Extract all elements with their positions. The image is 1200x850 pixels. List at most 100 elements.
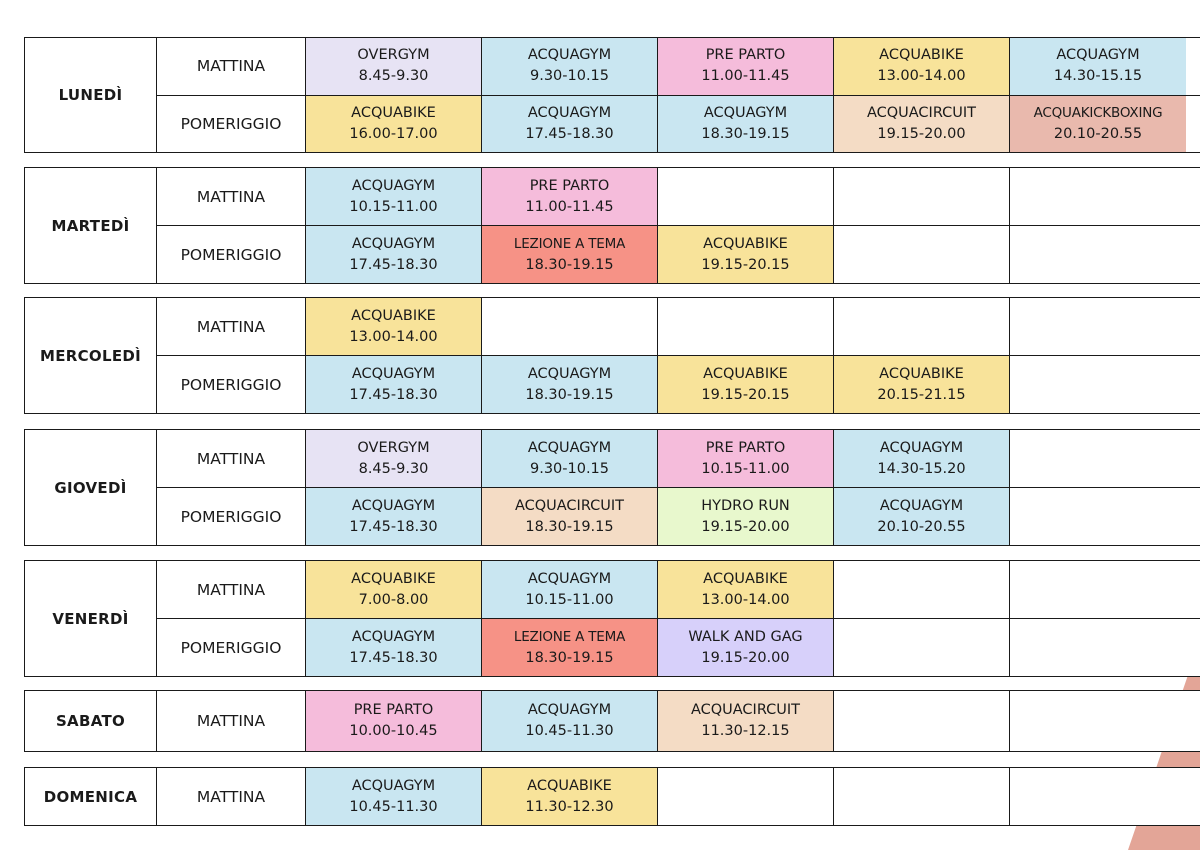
class-time: 20.15-21.15 — [877, 386, 966, 403]
class-slot: ACQUAGYM 9.30-10.15 — [482, 430, 658, 487]
class-time: 18.30-19.15 — [525, 386, 614, 403]
class-name: ACQUAGYM — [351, 497, 436, 514]
class-name: ACQUAGYM — [351, 177, 436, 194]
class-slot: ACQUABIKE 19.15-20.15 — [658, 226, 834, 283]
schedule-row: POMERIGGIO ACQUAGYM 17.45-18.30 ACQUACIRCUI… — [157, 487, 1200, 545]
class-slot: ACQUACIRCUIT 19.15-20.00 — [834, 95, 1010, 152]
class-name: ACQUAGYM — [527, 439, 612, 456]
class-time: 13.00-14.00 — [349, 328, 438, 345]
class-time: 10.00-10.45 — [349, 723, 438, 739]
empty-slot — [1010, 691, 1186, 751]
class-slot: ACQUAGYM 10.45-11.30 — [482, 691, 658, 751]
class-name: WALK AND GAG — [688, 628, 803, 645]
class-slot: LEZIONE A TEMA 18.30-19.15 — [482, 226, 658, 283]
class-name: ACQUAGYM — [879, 497, 964, 514]
day-block-giovedi: GIOVEDÌ MATTINA OVERGYM 8.45-9.30 ACQUAGYM 9.… — [24, 429, 1200, 546]
class-time: 10.15-11.00 — [525, 591, 614, 608]
class-slot: ACQUAGYM 14.30-15.20 — [834, 430, 1010, 487]
empty-slot — [834, 619, 1010, 676]
class-time: 19.15-20.15 — [701, 256, 790, 273]
empty-slot — [834, 226, 1010, 283]
class-time: 18.30-19.15 — [701, 125, 790, 142]
class-slot: ACQUAGYM 17.45-18.30 — [306, 619, 482, 676]
period-label: MATTINA — [157, 768, 306, 825]
empty-slot — [1010, 168, 1186, 225]
day-block-sabato: SABATO MATTINA PRE PARTO 10.00-10.45 ACQUAGY… — [24, 690, 1200, 752]
day-name: VENERDÌ — [25, 561, 157, 676]
period-label: POMERIGGIO — [157, 488, 306, 545]
class-slot: ACQUAGYM 9.30-10.15 — [482, 38, 658, 95]
empty-slot — [1010, 619, 1186, 676]
empty-slot — [1010, 561, 1186, 618]
class-name: ACQUABIKE — [879, 47, 964, 64]
class-time: 9.30-10.15 — [529, 68, 610, 85]
day-block-mercoledi: MERCOLEDÌ MATTINA ACQUABIKE 13.00-14.00 POME… — [24, 297, 1200, 414]
empty-slot — [834, 168, 1010, 225]
period-label: MATTINA — [157, 430, 306, 487]
class-name: PRE PARTO — [705, 47, 786, 64]
empty-slot — [658, 768, 834, 825]
period-label: MATTINA — [157, 561, 306, 618]
class-time: 16.00-17.00 — [349, 125, 438, 142]
day-block-lunedi: LUNEDÌ MATTINA OVERGYM 8.45-9.30 ACQUAGYM 9.3… — [24, 37, 1200, 153]
empty-slot — [1010, 298, 1186, 355]
day-name: LUNEDÌ — [25, 38, 157, 152]
class-slot: ACQUACIRCUIT 11.30-12.15 — [658, 691, 834, 751]
class-name: ACQUAGYM — [527, 570, 612, 587]
class-time: 17.45-18.30 — [349, 649, 438, 666]
empty-slot — [1010, 356, 1186, 413]
schedule-row: MATTINA ACQUAGYM 10.15-11.00 PRE PARTO 11.00… — [157, 168, 1200, 225]
class-slot: ACQUAGYM 18.30-19.15 — [482, 356, 658, 413]
class-slot: ACQUAGYM 17.45-18.30 — [306, 356, 482, 413]
class-slot: PRE PARTO 10.00-10.45 — [306, 691, 482, 751]
period-label: MATTINA — [157, 168, 306, 225]
class-name: ACQUABIKE — [703, 365, 788, 382]
class-time: 17.45-18.30 — [349, 518, 438, 535]
day-name: MERCOLEDÌ — [25, 298, 157, 413]
class-slot: ACQUABIKE 13.00-14.00 — [834, 38, 1010, 95]
day-name: GIOVEDÌ — [25, 430, 157, 545]
class-time: 18.30-19.15 — [525, 256, 614, 273]
schedule-row: MATTINA ACQUAGYM 10.45-11.30 ACQUABIKE 11.30… — [157, 768, 1200, 825]
empty-slot — [834, 691, 1010, 751]
class-name: ACQUAGYM — [527, 365, 612, 382]
class-name: OVERGYM — [357, 439, 430, 456]
period-label: POMERIGGIO — [157, 356, 306, 413]
class-slot: OVERGYM 8.45-9.30 — [306, 430, 482, 487]
class-slot: PRE PARTO 10.15-11.00 — [658, 430, 834, 487]
period-label: MATTINA — [157, 298, 306, 355]
class-slot: HYDRO RUN 19.15-20.00 — [658, 488, 834, 545]
class-name: ACQUABIKE — [703, 235, 788, 252]
class-slot: ACQUAKICKBOXING 20.10-20.55 — [1010, 95, 1186, 152]
class-time: 11.30-12.30 — [525, 798, 614, 815]
empty-slot — [834, 768, 1010, 825]
class-time: 18.30-19.15 — [525, 518, 614, 535]
day-block-martedi: MARTEDÌ MATTINA ACQUAGYM 10.15-11.00 PRE PAR… — [24, 167, 1200, 284]
empty-slot — [658, 168, 834, 225]
class-time: 11.30-12.15 — [701, 723, 790, 739]
class-name: HYDRO RUN — [701, 497, 790, 514]
class-name: ACQUAKICKBOXING — [1033, 104, 1163, 121]
class-slot: ACQUAGYM 17.45-18.30 — [482, 95, 658, 152]
day-block-venerdi: VENERDÌ MATTINA ACQUABIKE 7.00-8.00 ACQUAGYM… — [24, 560, 1200, 677]
class-slot: WALK AND GAG 19.15-20.00 — [658, 619, 834, 676]
period-label: POMERIGGIO — [157, 226, 306, 283]
class-time: 19.15-20.15 — [701, 386, 790, 403]
class-time: 18.30-19.15 — [525, 649, 614, 666]
day-block-domenica: DOMENICA MATTINA ACQUAGYM 10.45-11.30 ACQUAB… — [24, 767, 1200, 826]
class-time: 13.00-14.00 — [701, 591, 790, 608]
class-time: 11.00-11.45 — [525, 198, 614, 215]
class-name: PRE PARTO — [353, 702, 434, 718]
class-slot: ACQUAGYM 10.45-11.30 — [306, 768, 482, 825]
schedule-row: MATTINA PRE PARTO 10.00-10.45 ACQUAGYM 10.45… — [157, 691, 1200, 751]
schedule-row: POMERIGGIO ACQUAGYM 17.45-18.30 LEZIONE A T… — [157, 618, 1200, 676]
class-time: 9.30-10.15 — [529, 460, 610, 477]
class-slot: ACQUAGYM 17.45-18.30 — [306, 226, 482, 283]
empty-slot — [482, 298, 658, 355]
class-slot: ACQUAGYM 10.15-11.00 — [482, 561, 658, 618]
class-name: ACQUAGYM — [703, 104, 788, 121]
class-time: 11.00-11.45 — [701, 68, 790, 85]
schedule-row: MATTINA ACQUABIKE 7.00-8.00 ACQUAGYM 10.15-1… — [157, 561, 1200, 618]
class-name: ACQUACIRCUIT — [866, 104, 977, 121]
class-time: 20.10-20.55 — [877, 518, 966, 535]
